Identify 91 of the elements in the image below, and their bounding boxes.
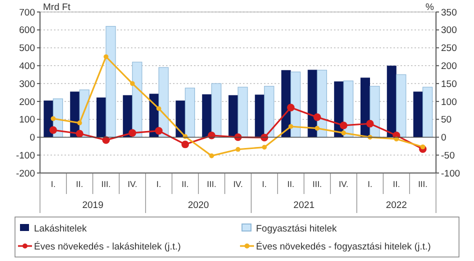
bar <box>254 94 264 138</box>
y2-tick-label: -50 <box>441 150 455 162</box>
point <box>155 126 163 135</box>
text: 2021 <box>293 200 315 211</box>
y2-tick-label: 0 <box>441 132 446 144</box>
y-tick-label: 400 <box>19 60 35 72</box>
y2-tick-label: 150 <box>441 78 457 90</box>
point <box>288 124 294 129</box>
point <box>77 120 82 126</box>
bar <box>264 86 274 138</box>
text: 2020 <box>188 200 209 211</box>
point <box>130 81 135 86</box>
x-tick-label: III. <box>312 179 322 189</box>
legend-label: Fogyasztási hitelek <box>256 223 338 234</box>
point <box>156 106 162 111</box>
x-tick-label: I. <box>50 179 56 189</box>
y-tick-label: 0 <box>30 132 35 144</box>
y-axis-title: Mrd Ft <box>43 2 71 13</box>
point <box>341 130 346 136</box>
x-tick-label: III. <box>418 179 428 189</box>
y2-tick-label: 350 <box>441 7 457 18</box>
bar <box>316 70 328 138</box>
bar <box>238 86 248 138</box>
y-tick-label: 300 <box>19 78 35 90</box>
point <box>260 134 268 142</box>
bar <box>184 88 196 138</box>
text: 2022 <box>386 200 407 211</box>
bar <box>228 95 238 138</box>
point <box>340 122 348 130</box>
point <box>181 140 189 148</box>
y-tick-label: 700 <box>19 7 35 18</box>
point <box>104 54 108 60</box>
x-tick-label: I. <box>156 179 162 189</box>
legend-label: Lakáshitelek <box>34 223 88 234</box>
x-tick-label: I. <box>262 179 267 189</box>
bar <box>44 100 54 138</box>
bar <box>132 62 142 138</box>
point <box>314 126 320 131</box>
bar <box>308 70 318 138</box>
x-tick-label: IV. <box>233 179 243 189</box>
point <box>76 130 84 138</box>
x-tick-label: I. <box>368 179 372 189</box>
point <box>102 136 110 144</box>
point <box>234 133 242 142</box>
point <box>420 144 426 150</box>
bar <box>370 86 380 138</box>
point <box>128 129 136 137</box>
bar <box>96 98 106 138</box>
y2-tick-label: 300 <box>441 25 457 36</box>
bar <box>334 81 344 138</box>
y2-tick-label: 250 <box>441 43 457 54</box>
point <box>49 126 57 134</box>
bar <box>422 86 433 138</box>
y2-tick-label: 100 <box>441 96 457 108</box>
point <box>236 146 240 152</box>
bar <box>396 74 406 138</box>
x-tick-label: IV. <box>338 179 348 189</box>
y-tick-label: 100 <box>19 114 35 126</box>
point <box>313 113 321 121</box>
point <box>366 120 374 128</box>
y2-tick-label: 50 <box>441 114 452 126</box>
x-tick-label: II. <box>287 179 294 189</box>
bar <box>211 83 222 138</box>
point <box>262 144 267 150</box>
x-tick-label: III. <box>206 179 216 189</box>
point <box>287 104 295 112</box>
legend-label: Éves növekedés - lakáshitelek (j.t.) <box>34 240 181 252</box>
bar <box>413 92 423 138</box>
x-tick-label: II. <box>76 179 84 189</box>
y2-axis-title: % <box>426 2 435 13</box>
point <box>50 116 56 122</box>
point <box>209 153 214 158</box>
x-tick-label: II. <box>392 179 400 189</box>
y-tick-label: -200 <box>16 168 35 180</box>
y-tick-label: 200 <box>19 96 35 108</box>
bar <box>290 72 301 138</box>
y-tick-label: 500 <box>19 43 35 54</box>
y-tick-label: -100 <box>16 150 35 162</box>
bar <box>386 66 396 138</box>
y2-tick-label: -100 <box>441 168 460 180</box>
y2-tick-label: 200 <box>441 60 457 72</box>
x-tick-label: IV. <box>128 179 138 189</box>
legend-label: Éves növekedés - fogyasztási hitelek (j.t.) <box>256 240 431 252</box>
bar <box>176 100 186 138</box>
y-tick-label: 600 <box>19 25 35 36</box>
bar <box>202 94 212 138</box>
x-tick-label: II. <box>182 179 189 189</box>
text: 2019 <box>82 200 104 211</box>
bar <box>106 26 116 138</box>
point <box>208 132 216 140</box>
x-tick-label: III. <box>101 179 111 189</box>
